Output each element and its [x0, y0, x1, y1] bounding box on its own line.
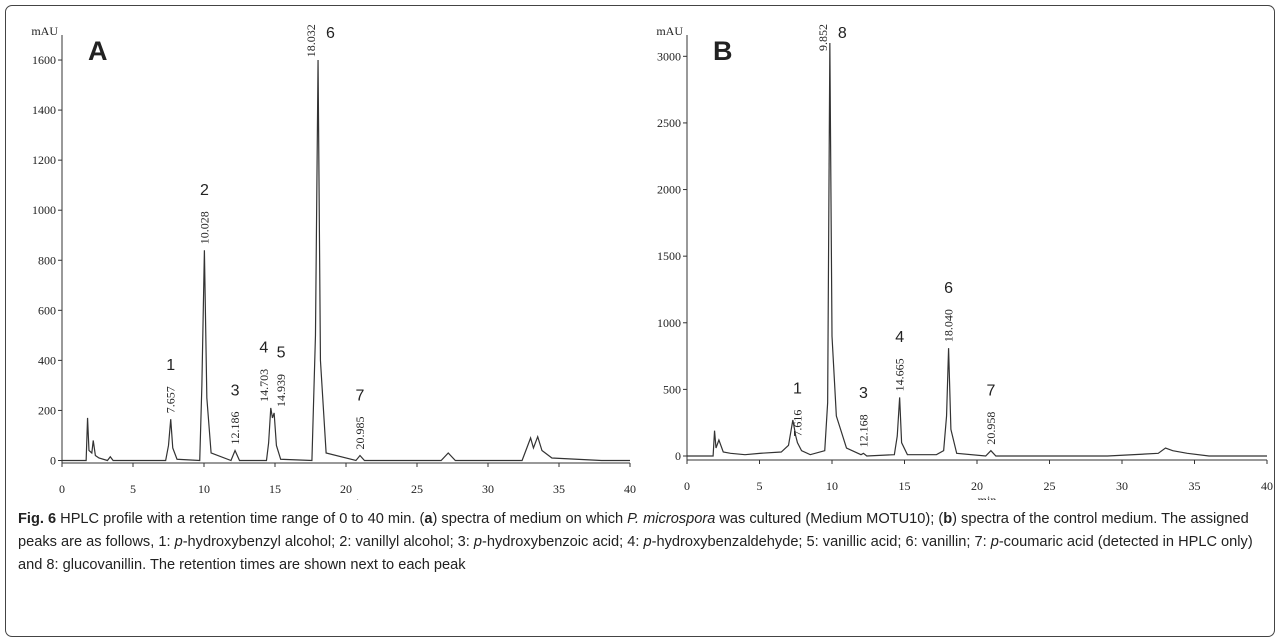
peak-number: 7	[986, 382, 995, 399]
y-tick-label: 3000	[657, 49, 681, 63]
caption-text: Fig. 6	[18, 511, 57, 527]
chromatogram-trace	[62, 60, 630, 462]
retention-time: 9.852	[816, 24, 830, 51]
peak-number: 6	[326, 25, 335, 42]
x-tick-label: 0	[59, 482, 65, 496]
y-tick-label: 1200	[32, 153, 56, 167]
retention-time: 18.032	[304, 24, 318, 57]
caption-text: -hydroxybenzyl alcohol; 2: vanillyl alco…	[182, 534, 474, 550]
x-tick-label: 5	[757, 479, 763, 493]
panel-label: A	[88, 36, 108, 66]
x-tick-label: 25	[411, 482, 423, 496]
y-tick-label: 500	[663, 382, 681, 396]
y-tick-label: 1600	[32, 53, 56, 67]
caption-text: a	[424, 511, 433, 527]
caption-text: p	[643, 534, 652, 550]
retention-time: 10.028	[197, 211, 211, 244]
y-tick-label: 1000	[657, 316, 681, 330]
caption-text: ) spectra of the control medium. The ass…	[18, 511, 1253, 550]
y-tick-label: 0	[675, 449, 681, 463]
x-tick-label: 35	[553, 482, 565, 496]
caption-text: -coumaric acid (detected in HPLC only) a…	[18, 534, 1257, 573]
caption-text: p	[174, 534, 183, 550]
y-tick-label: 400	[38, 353, 56, 367]
caption-text: ) spectra of medium on which	[432, 511, 628, 527]
peak-number: 5	[277, 345, 286, 362]
y-axis-label: mAU	[31, 24, 58, 38]
y-tick-label: 200	[38, 403, 56, 417]
retention-time: 14.939	[274, 374, 288, 407]
caption-text: p	[990, 534, 999, 550]
x-tick-label: 40	[1261, 479, 1273, 493]
x-tick-label: 5	[130, 482, 136, 496]
caption-text: p	[473, 534, 483, 550]
peak-number: 8	[838, 25, 847, 42]
y-tick-label: 2500	[657, 116, 681, 130]
peak-number: 1	[793, 381, 802, 398]
x-tick-label: 20	[340, 482, 352, 496]
retention-time: 7.657	[164, 386, 178, 413]
peak-number: 3	[859, 385, 868, 402]
figure-frame	[5, 5, 1275, 637]
peak-number: 1	[166, 357, 175, 374]
x-tick-label: 30	[482, 482, 494, 496]
x-tick-label: 25	[1044, 479, 1056, 493]
panel-label: B	[713, 36, 733, 66]
peak-number: 4	[259, 340, 268, 357]
peak-number: 3	[231, 382, 240, 399]
peak-number: 2	[200, 182, 209, 199]
x-tick-label: 0	[684, 479, 690, 493]
y-tick-label: 1400	[32, 103, 56, 117]
y-tick-label: 0	[50, 453, 56, 467]
x-tick-label: 35	[1189, 479, 1201, 493]
retention-time: 14.703	[257, 369, 271, 402]
caption: Fig. 6 HPLC profile with a retention tim…	[18, 508, 1263, 577]
x-tick-label: 40	[624, 482, 636, 496]
peak-number: 7	[356, 387, 365, 404]
peak-number: 6	[944, 280, 953, 297]
retention-time: 12.168	[856, 414, 870, 447]
retention-time: 18.040	[942, 309, 956, 342]
caption-text: P. microspora	[627, 511, 716, 527]
charts: mAUminA020040060080010001200140016000510…	[31, 24, 1273, 500]
peak-number: 4	[895, 329, 904, 346]
x-tick-label: 10	[198, 482, 210, 496]
x-tick-label: 20	[971, 479, 983, 493]
retention-time: 7.616	[790, 410, 804, 437]
y-tick-label: 1000	[32, 203, 56, 217]
retention-time: 20.958	[984, 412, 998, 445]
x-tick-label: 15	[269, 482, 281, 496]
y-tick-label: 2000	[657, 183, 681, 197]
retention-time: 12.186	[228, 411, 242, 444]
caption-text: was cultured (Medium MOTU10); (	[715, 511, 944, 527]
x-tick-label: 30	[1116, 479, 1128, 493]
retention-time: 20.985	[353, 416, 367, 449]
x-axis-label: min	[347, 496, 366, 500]
y-tick-label: 1500	[657, 249, 681, 263]
x-tick-label: 15	[899, 479, 911, 493]
retention-time: 14.665	[893, 358, 907, 391]
x-tick-label: 10	[826, 479, 838, 493]
y-tick-label: 800	[38, 253, 56, 267]
chromatogram-trace	[687, 42, 1267, 457]
x-axis-label: min	[978, 493, 997, 500]
y-axis-label: mAU	[656, 24, 683, 38]
caption-text: -hydroxybenzaldehyde; 5: vanillic acid; …	[651, 534, 991, 550]
caption-text: b	[943, 511, 953, 527]
y-tick-label: 600	[38, 303, 56, 317]
caption-text: -hydroxybenzoic acid; 4:	[482, 534, 644, 550]
caption-text: HPLC profile with a retention time range…	[56, 511, 425, 527]
